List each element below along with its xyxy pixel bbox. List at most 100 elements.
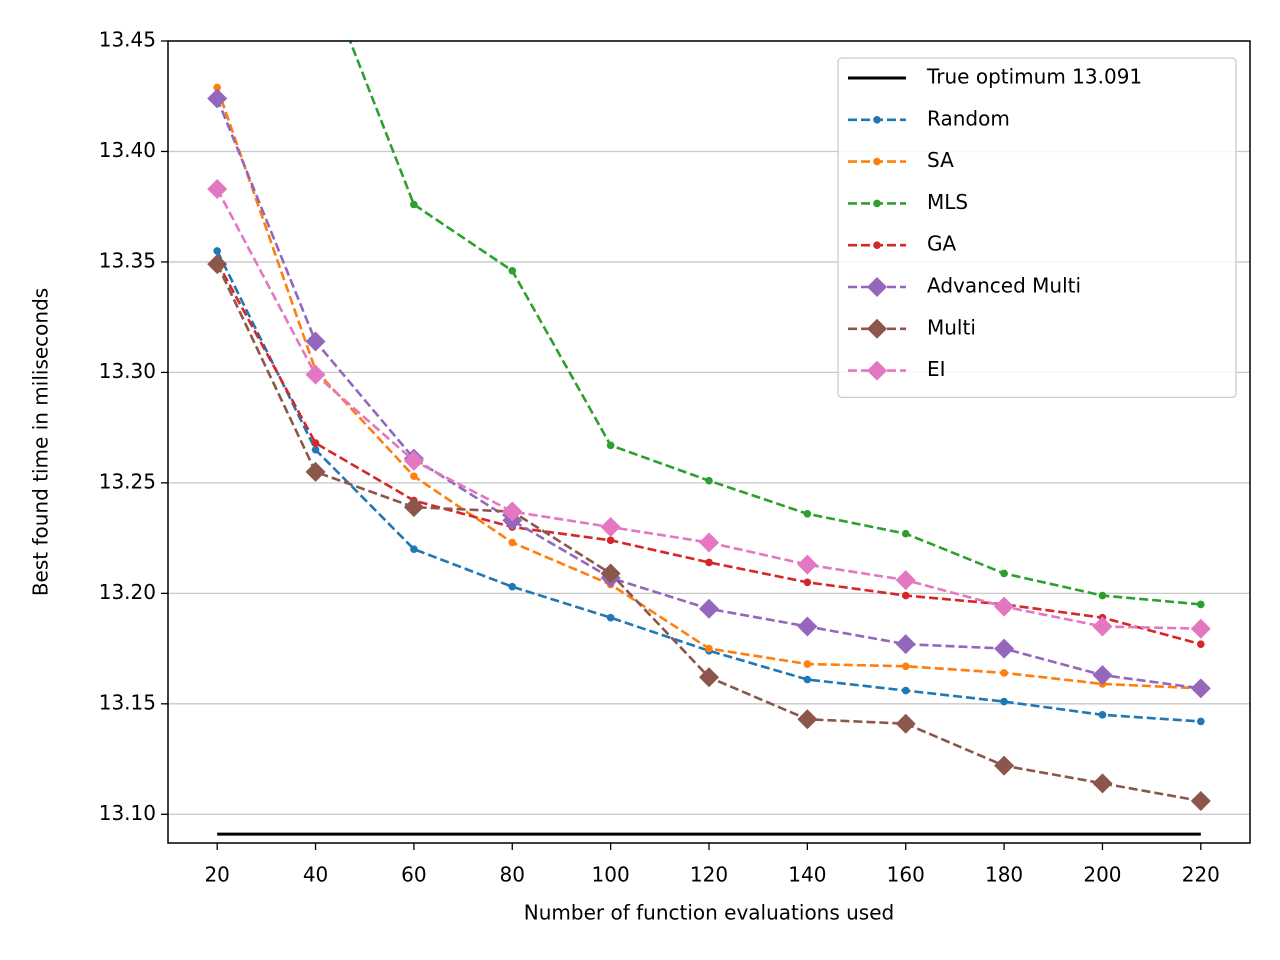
x-tick-label: 100 xyxy=(592,863,630,887)
x-tick-label: 60 xyxy=(401,863,426,887)
marker xyxy=(1000,569,1008,578)
y-tick-label: 13.10 xyxy=(99,801,156,825)
plot-data xyxy=(207,41,1211,836)
y-tick-label: 13.25 xyxy=(99,469,156,493)
y-tick-label: 13.20 xyxy=(99,580,156,604)
marker xyxy=(1092,665,1113,686)
marker xyxy=(403,497,424,518)
marker xyxy=(1197,717,1205,726)
x-tick-label: 160 xyxy=(887,863,925,887)
marker xyxy=(705,644,713,653)
marker xyxy=(797,709,818,730)
marker xyxy=(305,331,326,352)
marker xyxy=(207,88,228,109)
x-tick-label: 180 xyxy=(985,863,1023,887)
x-tick-label: 140 xyxy=(788,863,826,887)
marker xyxy=(410,545,418,553)
marker xyxy=(213,247,221,255)
marker xyxy=(606,441,615,450)
x-tick-label: 120 xyxy=(690,863,728,887)
marker xyxy=(508,538,517,547)
x-tick-label: 40 xyxy=(303,863,328,887)
marker xyxy=(699,598,719,619)
marker xyxy=(867,360,887,381)
y-tick-label: 13.35 xyxy=(99,248,156,272)
marker xyxy=(705,476,713,485)
legend-label: True optimum 13.091 xyxy=(926,65,1142,89)
marker xyxy=(305,364,326,385)
marker xyxy=(508,582,517,591)
marker xyxy=(803,660,812,668)
marker xyxy=(606,536,615,545)
marker xyxy=(873,199,881,208)
series-line xyxy=(216,250,1201,723)
x-tick-label: 220 xyxy=(1182,863,1220,887)
marker xyxy=(1197,640,1205,648)
marker xyxy=(901,686,910,695)
y-tick-label: 13.30 xyxy=(99,359,156,383)
marker xyxy=(1098,711,1107,719)
marker xyxy=(895,570,916,591)
marker xyxy=(207,179,228,200)
marker xyxy=(803,675,812,684)
marker xyxy=(867,277,887,297)
marker xyxy=(994,755,1015,776)
y-tick-label: 13.45 xyxy=(99,28,156,52)
marker xyxy=(895,713,916,734)
marker xyxy=(1190,678,1211,699)
marker xyxy=(901,529,910,538)
marker xyxy=(403,450,424,471)
marker xyxy=(1098,591,1107,600)
legend-label: Multi xyxy=(927,315,976,339)
marker xyxy=(606,613,615,622)
marker xyxy=(1092,773,1113,794)
x-tick-label: 80 xyxy=(500,863,525,887)
y-axis-label: Best found time in miliseconds xyxy=(29,288,53,596)
marker xyxy=(1092,616,1113,637)
marker xyxy=(994,638,1015,659)
marker xyxy=(1000,697,1008,706)
marker xyxy=(410,200,418,209)
marker xyxy=(508,266,517,275)
marker xyxy=(699,532,719,553)
marker xyxy=(873,116,881,124)
marker xyxy=(1197,600,1205,609)
marker xyxy=(600,517,621,538)
marker xyxy=(1190,618,1211,639)
marker xyxy=(305,461,326,482)
x-axis-label: Number of function evaluations used xyxy=(524,901,894,925)
marker xyxy=(1000,669,1008,677)
marker xyxy=(803,578,812,587)
x-tick-label: 20 xyxy=(204,863,229,887)
legend: True optimum 13.091 Random SA MLS GA Advanced… xyxy=(837,57,1237,399)
marker xyxy=(311,445,320,454)
legend-label: Random xyxy=(927,106,1010,130)
marker xyxy=(600,563,621,584)
legend-box xyxy=(837,57,1237,399)
marker xyxy=(867,318,887,339)
legend-label: GA xyxy=(927,232,956,256)
legend-label: EI xyxy=(927,357,946,381)
marker xyxy=(803,510,812,518)
y-tick-label: 13.15 xyxy=(99,690,156,714)
marker xyxy=(699,667,719,688)
marker xyxy=(797,616,818,637)
x-tick-label: 200 xyxy=(1083,863,1121,887)
marker xyxy=(901,662,910,671)
marker xyxy=(213,83,221,92)
marker xyxy=(311,439,320,447)
marker xyxy=(797,554,818,575)
legend-label: SA xyxy=(927,148,954,172)
marker xyxy=(901,591,910,600)
legend-label: MLS xyxy=(927,190,968,214)
marker xyxy=(895,634,916,655)
marker xyxy=(502,501,523,522)
marker xyxy=(410,472,418,481)
marker xyxy=(1190,791,1211,812)
marker xyxy=(994,596,1015,617)
marker xyxy=(873,241,881,249)
marker xyxy=(207,254,228,275)
y-tick-label: 13.40 xyxy=(99,138,156,162)
